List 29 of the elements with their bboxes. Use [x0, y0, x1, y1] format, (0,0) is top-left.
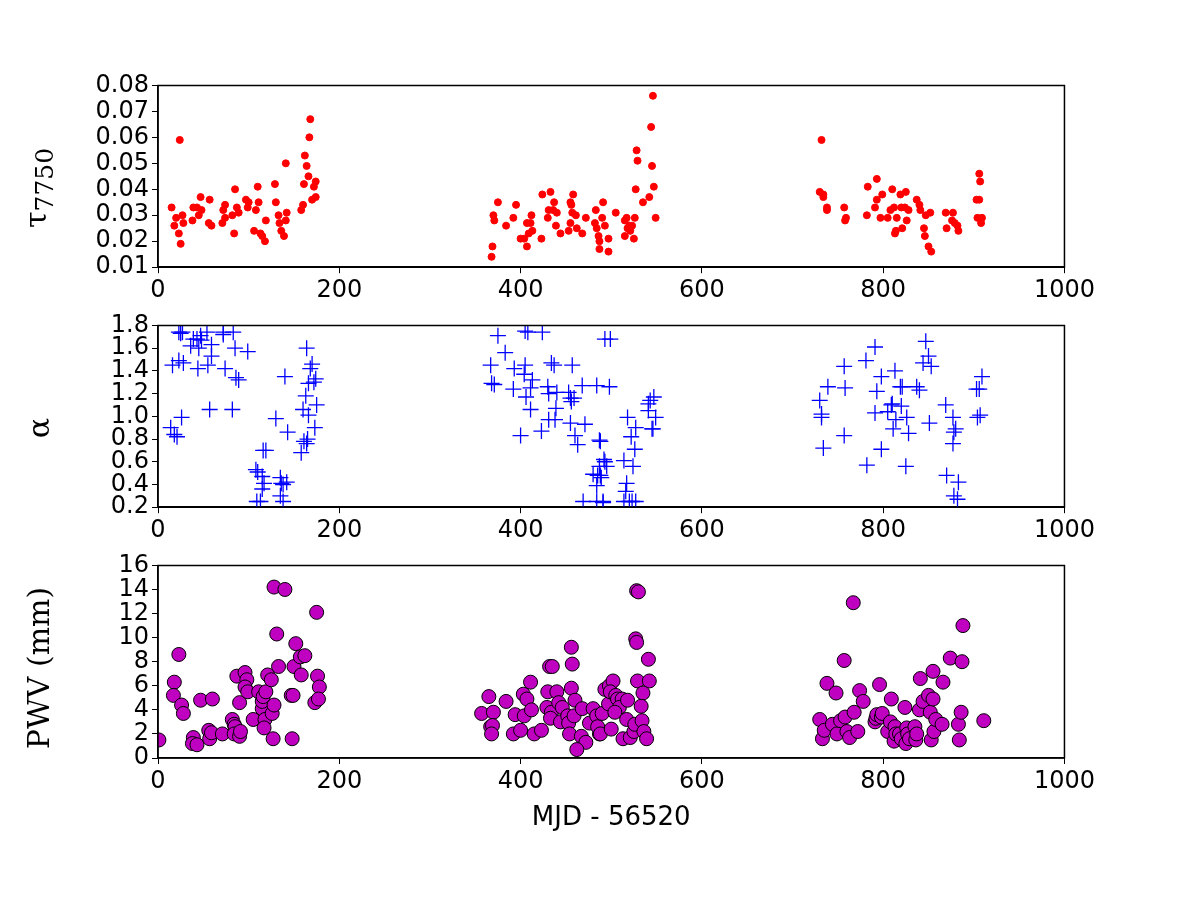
x-tick-label: 1000 [1033, 274, 1095, 303]
x-tick-label: 200 [316, 274, 363, 303]
x-tick-label: 200 [316, 765, 363, 794]
x-tick-label: 400 [497, 765, 544, 794]
y-axis-title: α [20, 417, 56, 439]
y-tick-label: 0.04 [95, 173, 149, 202]
y-tick-label: 0.02 [95, 225, 149, 254]
x-tick-label: 1000 [1033, 514, 1095, 543]
x-tick-label: 600 [678, 274, 725, 303]
x-tick-label: 600 [678, 765, 725, 794]
x-tick-label: 400 [497, 274, 544, 303]
y-tick-label: 0.07 [95, 95, 149, 124]
x-tick-label: 400 [497, 514, 544, 543]
y-tick-label: 0.2 [110, 491, 149, 520]
y-tick-label: 0.05 [95, 147, 149, 176]
y-tick-label: 0.6 [110, 445, 149, 474]
x-tick-label: 800 [860, 765, 907, 794]
y-tick-label: 1.2 [110, 377, 149, 406]
x-tick-label: 800 [860, 514, 907, 543]
y-axis-title: PWV (mm) [20, 586, 56, 750]
x-axis-title: MJD - 56520 [531, 801, 691, 832]
x-tick-label: 200 [316, 514, 363, 543]
x-tick-label: 800 [860, 274, 907, 303]
x-tick-label: 600 [678, 514, 725, 543]
y-tick-label: 0.01 [95, 251, 149, 280]
y-tick-label: 0.06 [95, 121, 149, 150]
x-tick-label: 1000 [1033, 765, 1095, 794]
y-tick-label: 0.03 [95, 199, 149, 228]
y-tick-label: 0.08 [95, 69, 149, 98]
